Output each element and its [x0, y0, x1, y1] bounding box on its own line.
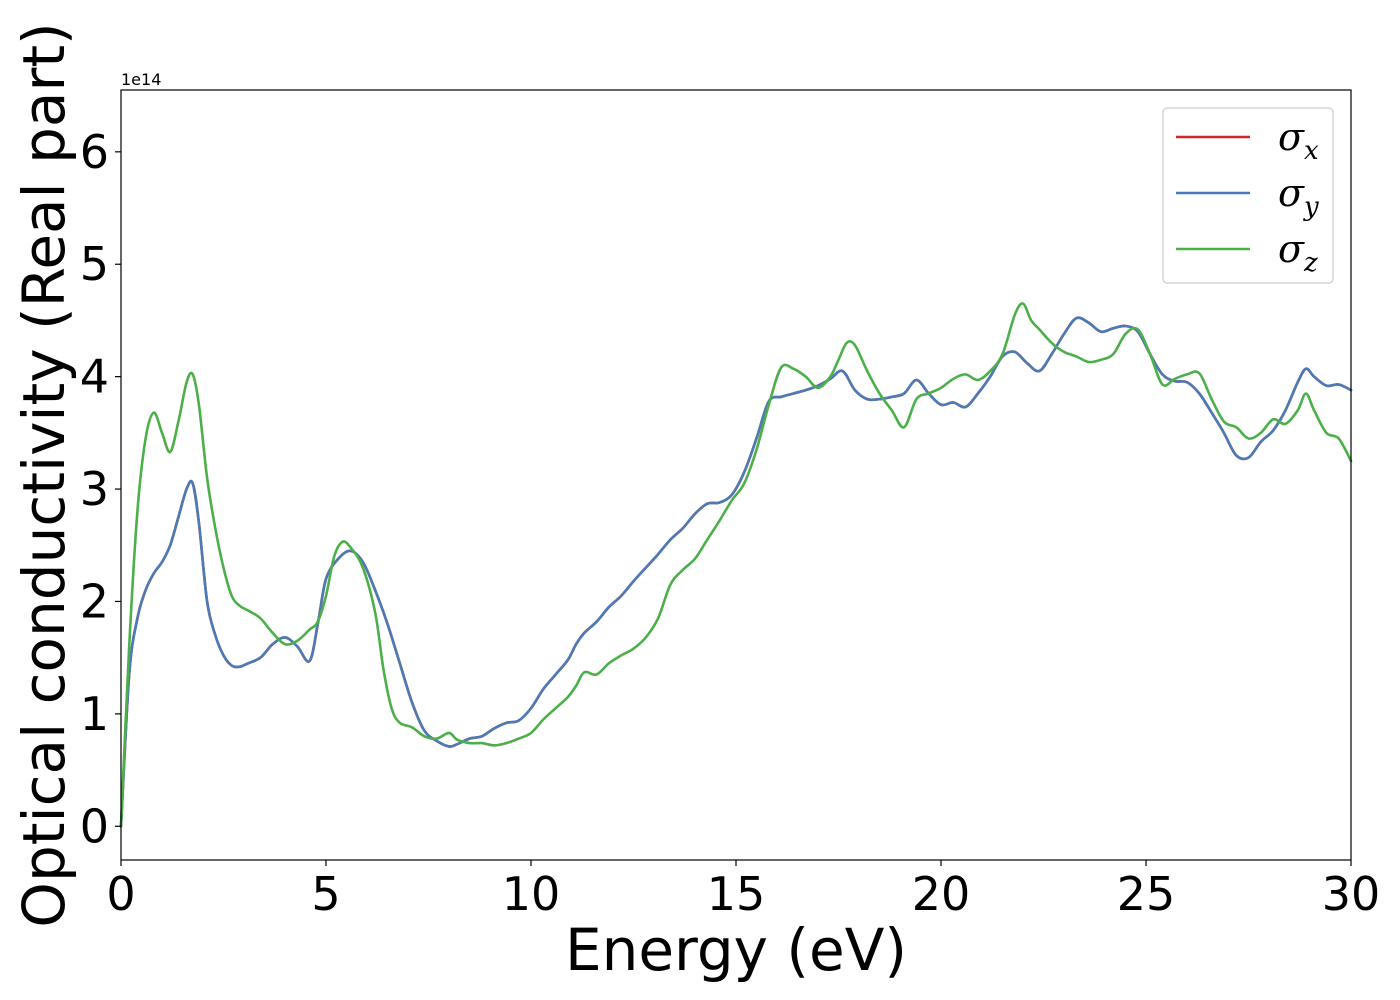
y-tick-label: 0	[80, 799, 109, 853]
legend-frame	[1162, 107, 1334, 284]
series-line-sigma-y	[119, 316, 1353, 828]
legend-label-sigma-y: σy	[1278, 171, 1319, 222]
legend-label-sigma-x: σx	[1278, 115, 1319, 166]
x-tick-label: 15	[707, 867, 766, 921]
legend-label-sigma-z: σz	[1278, 227, 1318, 278]
y-tick-label: 1	[80, 687, 109, 741]
x-axis-ticks: 0 5 10 15 20 25 30	[106, 860, 1380, 921]
x-tick-label: 25	[1117, 867, 1176, 921]
x-tick-label: 20	[912, 867, 971, 921]
y-tick-label: 6	[80, 125, 109, 179]
y-axis-title: Optical conductivity (Real part)	[10, 22, 78, 927]
x-tick-label: 30	[1322, 867, 1381, 921]
x-tick-label: 5	[311, 867, 340, 921]
y-axis-ticks: 0 1 2 3 4 5 6	[80, 125, 121, 853]
y-tick-label: 2	[80, 574, 109, 628]
series-line-sigma-z	[119, 302, 1353, 828]
x-tick-label: 0	[106, 867, 135, 921]
x-tick-label: 10	[502, 867, 561, 921]
y-tick-label: 5	[80, 237, 109, 291]
series-layer	[119, 302, 1353, 828]
x-axis-title: Energy (eV)	[565, 916, 907, 984]
y-tick-label: 4	[80, 350, 109, 404]
y-offset-label: 1e14	[121, 70, 161, 89]
y-tick-label: 3	[80, 462, 109, 516]
